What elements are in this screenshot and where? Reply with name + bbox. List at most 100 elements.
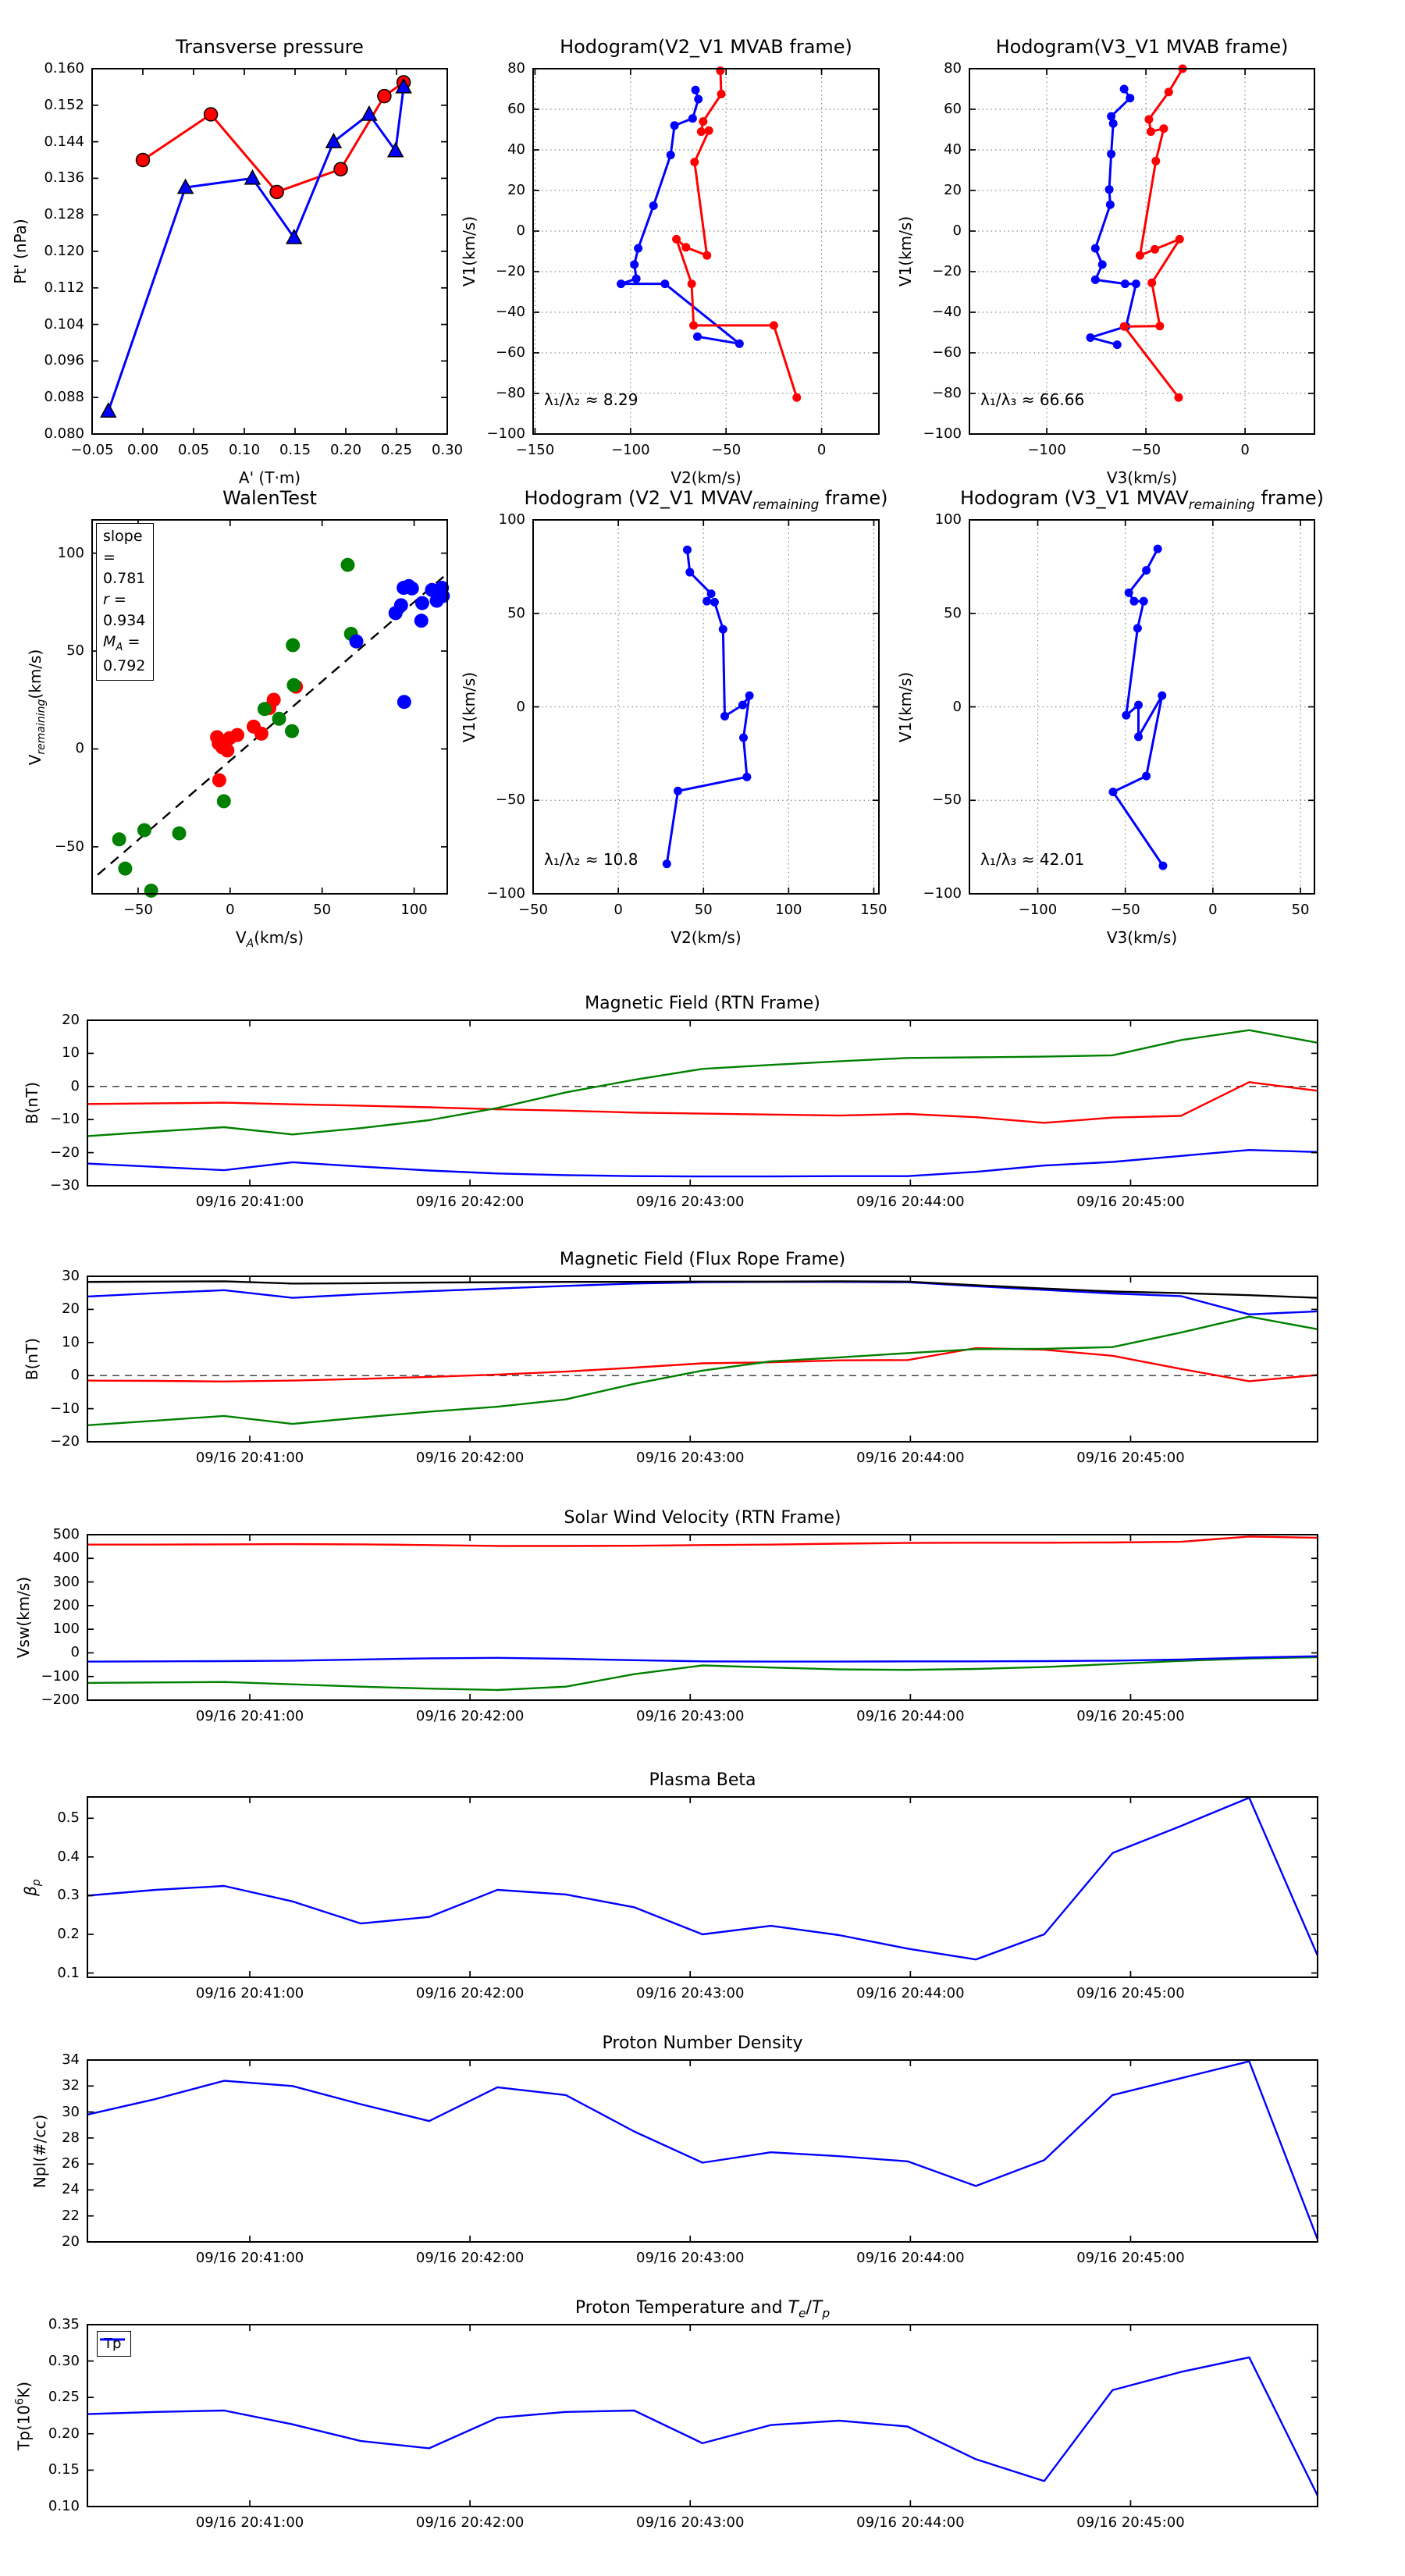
x-tick-label: −50 xyxy=(1110,902,1140,918)
y-tick-label: 0 xyxy=(70,1367,80,1384)
x-tick-label: 100 xyxy=(400,902,428,918)
y-tick-label: 0.152 xyxy=(44,96,84,113)
marker-dot xyxy=(1159,124,1168,133)
marker-dot xyxy=(710,597,719,607)
marker-dot xyxy=(1107,112,1116,121)
x-axis-label: V3(km/s) xyxy=(1106,468,1178,487)
marker-point xyxy=(436,589,450,603)
marker-dot xyxy=(1119,84,1129,94)
x-tick-label: −0.05 xyxy=(70,442,114,458)
marker-dot xyxy=(1175,234,1184,244)
marker-dot xyxy=(687,279,696,289)
y-tick-label: 24 xyxy=(62,2181,80,2198)
y-tick-label: 0.10 xyxy=(48,2498,80,2515)
stats-line: MA = 0.792 xyxy=(103,632,146,674)
y-tick-label: 28 xyxy=(62,2129,80,2146)
marker-dot xyxy=(1142,771,1151,781)
marker-dot xyxy=(1086,333,1095,342)
marker-dot xyxy=(1151,244,1160,254)
marker-dot xyxy=(739,733,749,742)
y-tick-label: 0.3 xyxy=(57,1887,80,1904)
marker-triangle xyxy=(361,105,378,121)
y-tick-label: 10 xyxy=(62,1333,80,1350)
marker-circle xyxy=(203,107,219,122)
x-axis-label: A' (T·m) xyxy=(238,468,301,487)
y-tick-label: 20 xyxy=(944,182,962,199)
marker-dot xyxy=(649,201,658,210)
plot-title: Magnetic Field (RTN Frame) xyxy=(585,994,820,1013)
marker-dot xyxy=(702,596,712,606)
marker-point xyxy=(349,634,364,649)
y-tick-label: 0 xyxy=(952,698,962,715)
y-tick-label: −30 xyxy=(50,1177,80,1194)
plot-title: Magnetic Field (Flux Rope Frame) xyxy=(559,1250,846,1269)
x-tick-label: 09/16 20:43:00 xyxy=(636,1985,745,2001)
y-tick-label: −20 xyxy=(496,263,525,280)
marker-dot xyxy=(1120,279,1129,289)
marker-dot xyxy=(699,117,708,126)
y-tick-label: 0.080 xyxy=(44,425,84,443)
x-tick-label: 09/16 20:41:00 xyxy=(195,1450,304,1466)
marker-dot xyxy=(792,393,802,402)
y-tick-label: 0.144 xyxy=(44,133,84,150)
y-tick-label: 0 xyxy=(75,740,84,757)
axes-frame xyxy=(87,1019,1318,1187)
x-tick-label: 0.30 xyxy=(431,442,464,458)
series-walen-fit-line xyxy=(97,572,448,876)
y-tick-label: 30 xyxy=(62,1268,80,1285)
marker-circle xyxy=(135,152,151,168)
series-B-mag xyxy=(87,1280,1318,1299)
y-tick-label: −10 xyxy=(50,1111,80,1128)
y-tick-label: 20 xyxy=(62,1012,80,1029)
x-tick-label: 09/16 20:45:00 xyxy=(1076,2514,1185,2531)
plot-title: Hodogram (V3_V1 MVAVremaining frame) xyxy=(959,487,1325,512)
x-axis-label: V2(km/s) xyxy=(670,928,742,947)
series-Br xyxy=(87,1081,1318,1124)
plot-title: Hodogram(V3_V1 MVAB frame) xyxy=(995,36,1289,58)
marker-dot xyxy=(1133,624,1142,633)
x-tick-label: 09/16 20:44:00 xyxy=(856,1985,965,2001)
series-Npl xyxy=(87,2060,1319,2240)
x-tick-label: 0 xyxy=(226,902,235,918)
x-tick-label: 09/16 20:44:00 xyxy=(856,1194,965,1210)
y-tick-label: 50 xyxy=(944,604,962,621)
marker-dot xyxy=(662,859,671,869)
marker-dot xyxy=(1107,149,1116,158)
x-tick-label: 09/16 20:43:00 xyxy=(636,1194,745,1210)
marker-triangle xyxy=(395,77,412,94)
legend: Tp xyxy=(97,2331,132,2357)
y-tick-label: 0.15 xyxy=(48,2461,80,2478)
x-tick-label: 09/16 20:43:00 xyxy=(636,1450,745,1466)
y-tick-label: 0 xyxy=(70,1077,80,1094)
x-tick-label: 09/16 20:42:00 xyxy=(415,1985,525,2001)
marker-circle xyxy=(269,184,284,200)
series-Vr xyxy=(87,1535,1318,1547)
y-tick-label: 0.4 xyxy=(57,1848,80,1865)
marker-dot xyxy=(1122,710,1131,720)
y-tick-label: 20 xyxy=(62,1300,80,1318)
x-tick-label: 09/16 20:41:00 xyxy=(195,1194,304,1210)
x-tick-label: 09/16 20:41:00 xyxy=(195,1708,304,1724)
marker-dot xyxy=(688,114,697,123)
x-tick-label: −150 xyxy=(515,442,555,458)
x-tick-label: 0 xyxy=(614,902,623,918)
marker-point xyxy=(254,726,269,741)
x-tick-label: 0 xyxy=(816,442,827,458)
x-tick-label: −100 xyxy=(1027,442,1066,458)
x-tick-label: 09/16 20:45:00 xyxy=(1076,1985,1185,2001)
marker-dot xyxy=(1158,691,1167,700)
x-tick-label: 09/16 20:44:00 xyxy=(856,1450,965,1466)
y-tick-label: 0.1 xyxy=(57,1964,80,1981)
y-tick-label: 0.088 xyxy=(44,389,84,406)
marker-dot xyxy=(694,94,703,104)
series-Bt xyxy=(87,1029,1318,1137)
stats-box: slope = 0.781 r = 0.934 MA = 0.792 xyxy=(96,523,155,681)
